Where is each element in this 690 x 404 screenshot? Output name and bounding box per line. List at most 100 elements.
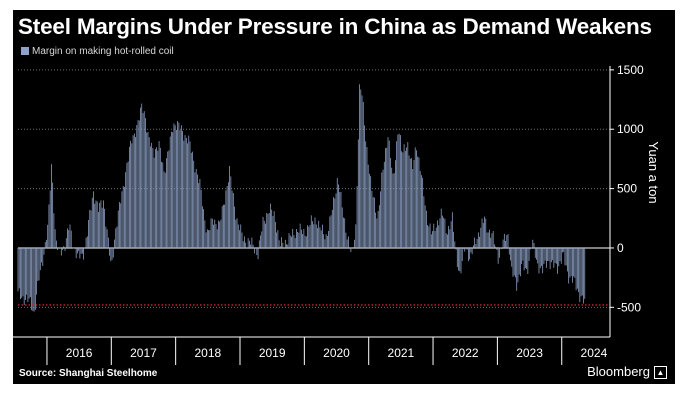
bar — [287, 244, 289, 248]
bar — [344, 218, 346, 248]
bar — [523, 247, 525, 271]
bar — [153, 157, 155, 248]
bar — [57, 247, 58, 251]
bar — [239, 230, 240, 248]
bar — [543, 247, 545, 265]
bar — [340, 191, 342, 248]
bar — [338, 184, 339, 248]
bar — [116, 226, 118, 248]
bar — [387, 137, 389, 248]
bar — [502, 239, 504, 248]
bar — [463, 247, 464, 250]
chart-title: Steel Margins Under Pressure in China as… — [18, 14, 652, 39]
bar — [359, 84, 360, 248]
bar — [156, 147, 157, 248]
bar — [249, 240, 250, 248]
bar — [283, 247, 285, 248]
bar — [494, 244, 495, 248]
bar — [100, 200, 102, 248]
bar — [236, 218, 238, 248]
bar — [189, 141, 191, 248]
x-tick-label: 2024 — [581, 346, 608, 360]
bar — [398, 133, 400, 248]
bar — [448, 225, 450, 248]
x-tick-label: 2020 — [323, 346, 350, 360]
bar — [74, 247, 76, 249]
bar — [522, 247, 524, 261]
bar — [208, 230, 209, 248]
bar — [555, 247, 557, 264]
bar — [481, 218, 483, 248]
bar — [54, 229, 56, 248]
bar — [80, 247, 82, 254]
bar — [421, 175, 422, 248]
bar — [32, 247, 34, 312]
bar — [213, 224, 214, 248]
x-tick-label: 2018 — [194, 346, 221, 360]
bar — [46, 239, 47, 248]
bar — [440, 208, 442, 248]
bar — [125, 172, 127, 248]
bar — [204, 220, 206, 248]
bar — [569, 247, 571, 278]
bar — [275, 221, 276, 248]
bar — [542, 247, 544, 274]
bar — [166, 158, 167, 248]
bar — [218, 220, 219, 248]
bar — [377, 210, 379, 248]
bar — [150, 146, 151, 248]
bar — [579, 247, 581, 303]
bar — [538, 247, 540, 274]
bar — [132, 135, 134, 248]
bar — [315, 224, 317, 248]
bar — [55, 240, 57, 248]
bar — [44, 242, 46, 248]
bar — [29, 247, 31, 298]
x-tick-label: 2023 — [516, 346, 543, 360]
bar — [454, 241, 456, 248]
gridlines — [18, 69, 610, 308]
bar — [167, 151, 169, 248]
bar — [111, 247, 113, 260]
bar — [68, 230, 70, 248]
bar — [576, 247, 578, 289]
bar — [562, 247, 563, 253]
bar — [581, 247, 583, 296]
bar — [182, 130, 183, 248]
bar — [22, 247, 24, 297]
source-note: Source: Shanghai Steelhome — [19, 368, 158, 379]
bar — [195, 168, 197, 248]
bar — [255, 247, 256, 249]
bar — [479, 236, 480, 248]
bar — [303, 229, 305, 248]
bar — [492, 230, 494, 248]
bar — [171, 131, 172, 248]
bar — [546, 247, 547, 268]
bar — [197, 174, 198, 248]
bar — [173, 123, 175, 248]
bar — [47, 224, 49, 248]
bar — [539, 247, 541, 269]
bar — [455, 247, 457, 250]
bar — [271, 209, 273, 248]
bar — [65, 238, 67, 248]
bar — [154, 149, 156, 248]
bar — [246, 247, 248, 248]
bar — [267, 213, 269, 248]
bar — [258, 240, 260, 248]
bar — [17, 247, 19, 292]
bar — [281, 237, 282, 248]
bar — [558, 247, 560, 267]
bar — [52, 182, 54, 248]
bar — [126, 162, 128, 248]
bar — [408, 155, 410, 248]
bar — [346, 239, 348, 248]
bar — [296, 229, 297, 248]
bar — [386, 147, 388, 248]
bar — [528, 247, 530, 261]
bar — [324, 239, 326, 248]
bar — [263, 220, 265, 248]
bar — [104, 208, 106, 248]
bar — [518, 247, 520, 275]
bar — [206, 229, 208, 248]
